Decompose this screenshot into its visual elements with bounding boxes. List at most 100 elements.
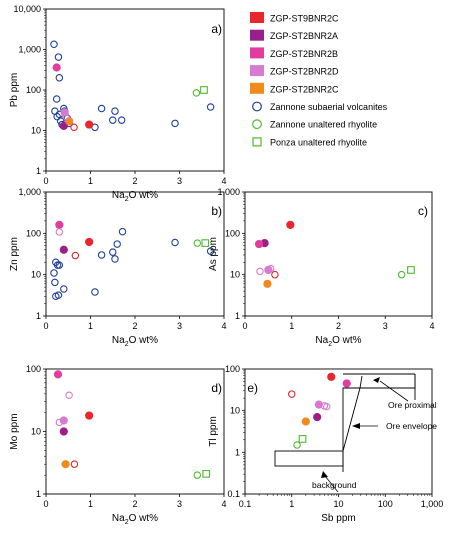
- x-tick-label: 0: [242, 321, 247, 331]
- x-tick-label: 100: [378, 499, 393, 509]
- data-point: [171, 119, 179, 128]
- x-tick-label: 0: [43, 499, 48, 509]
- x-tick-label: 2: [132, 499, 137, 509]
- legend: ZGP-ST9BNR2C ZGP-ST2BNR2A ZGP-ST2BNR2B ZGP-…: [250, 12, 388, 147]
- data-point: [71, 251, 80, 260]
- y-tick-label: 100: [225, 364, 240, 374]
- data-point: [407, 266, 415, 274]
- y-axis-label: Zn ppm: [9, 237, 20, 271]
- data-point: [206, 247, 215, 255]
- series-zgp-st2bnr2a: [59, 121, 68, 130]
- x-tick-label: 0: [43, 321, 48, 331]
- y-tick-label: 100: [225, 228, 240, 238]
- data-point: [60, 285, 68, 293]
- series-open-8: [71, 251, 80, 260]
- data-point: [85, 411, 94, 420]
- data-point: [327, 372, 336, 381]
- series-open-8: [55, 391, 73, 427]
- legend-swatch: [252, 137, 262, 147]
- series-zgp-st2bnr2d: [60, 108, 69, 117]
- data-point: [51, 278, 59, 287]
- data-point: [201, 239, 210, 247]
- plot-frame: [244, 191, 433, 317]
- y-tick-label: 0.1: [227, 489, 240, 499]
- x-tick-label: 4: [221, 176, 226, 186]
- x-axis-label: Na2O wt%: [315, 335, 361, 348]
- panel-label: a): [211, 22, 222, 36]
- series-ponza-unaltered-rhyolite: [202, 470, 211, 478]
- x-axis-label: Na2O wt%: [112, 190, 158, 203]
- annotation-ore-envelope: Ore envelope: [386, 421, 437, 431]
- x-tick-label: 2: [132, 321, 137, 331]
- panel-label: e): [247, 381, 258, 395]
- x-tick-label: 1,000: [421, 499, 444, 509]
- series-zgp-st2bnr2b: [342, 379, 351, 388]
- y-tick-label: 1,000: [217, 187, 240, 197]
- series-zannone-unaltered-rhyolite: [193, 239, 202, 247]
- x-axis-label-main: Na: [315, 335, 328, 346]
- x-tick-label: 3: [177, 499, 182, 509]
- data-point: [193, 239, 202, 247]
- data-point: [97, 104, 106, 113]
- data-point: [55, 261, 64, 269]
- legend-swatch: [250, 47, 264, 59]
- series-open-7: [70, 460, 79, 468]
- data-point: [109, 248, 117, 256]
- annotation-ore-proximal: Ore proximal: [388, 400, 437, 410]
- legend-swatch: [250, 65, 264, 77]
- data-point: [97, 251, 106, 259]
- y-tick-label: 1,000: [18, 187, 41, 197]
- data-point: [301, 417, 310, 426]
- y-tick-label: 1: [36, 166, 41, 176]
- data-point: [53, 370, 63, 379]
- data-point: [171, 238, 179, 247]
- arrow-head-background: [321, 471, 328, 478]
- legend-label: ZGP-ST2BNR2B: [270, 49, 338, 59]
- x-axis-label: Na2O wt%: [112, 335, 158, 348]
- y-axis-label: Tl ppm: [208, 416, 219, 447]
- data-point: [322, 402, 331, 411]
- x-tick-label: 3: [383, 321, 388, 331]
- y-tick-label: 10: [230, 406, 240, 416]
- y-tick-label: 1: [235, 311, 240, 321]
- x-tick-label: 1: [88, 321, 93, 331]
- series-zannone-subaerial-volcanites: [50, 227, 215, 301]
- series-ponza-unaltered-rhyolite: [298, 435, 307, 443]
- series-zannone-unaltered-rhyolite: [192, 89, 201, 97]
- x-axis-label: Na2O wt%: [112, 513, 158, 526]
- y-tick-label: 100: [26, 364, 41, 374]
- x-axis-label-subscript: 2: [125, 519, 129, 526]
- annotation-background: background: [312, 480, 357, 490]
- series-zgp-st2bnr2a: [59, 245, 68, 254]
- series-zannone-unaltered-rhyolite: [193, 471, 202, 479]
- series-zannone-unaltered-rhyolite: [293, 441, 301, 449]
- data-point: [54, 53, 63, 61]
- data-point: [109, 116, 117, 124]
- data-point: [254, 239, 264, 249]
- data-point: [55, 220, 64, 229]
- x-axis-label-subscript: 2: [125, 196, 129, 203]
- arrow-head-envelope: [352, 423, 360, 429]
- y-tick-label: 10: [230, 270, 240, 280]
- series-zgp-st2bnr2b: [254, 239, 264, 249]
- y-axis-label: As ppm: [208, 237, 219, 271]
- data-point: [117, 116, 126, 124]
- data-point: [287, 390, 296, 398]
- x-tick-label: 4: [429, 321, 434, 331]
- data-point: [397, 270, 406, 279]
- data-point: [53, 112, 61, 121]
- y-tick-label: 10: [31, 427, 41, 437]
- data-point: [286, 220, 295, 229]
- x-axis-label-main: Na: [112, 513, 125, 524]
- legend-swatch: [250, 82, 264, 94]
- background-box: [274, 450, 344, 467]
- panel-label: b): [211, 204, 222, 218]
- series-zgp-st9bnr2c: [85, 237, 94, 247]
- data-point: [55, 228, 64, 236]
- x-tick-label: 10: [333, 499, 343, 509]
